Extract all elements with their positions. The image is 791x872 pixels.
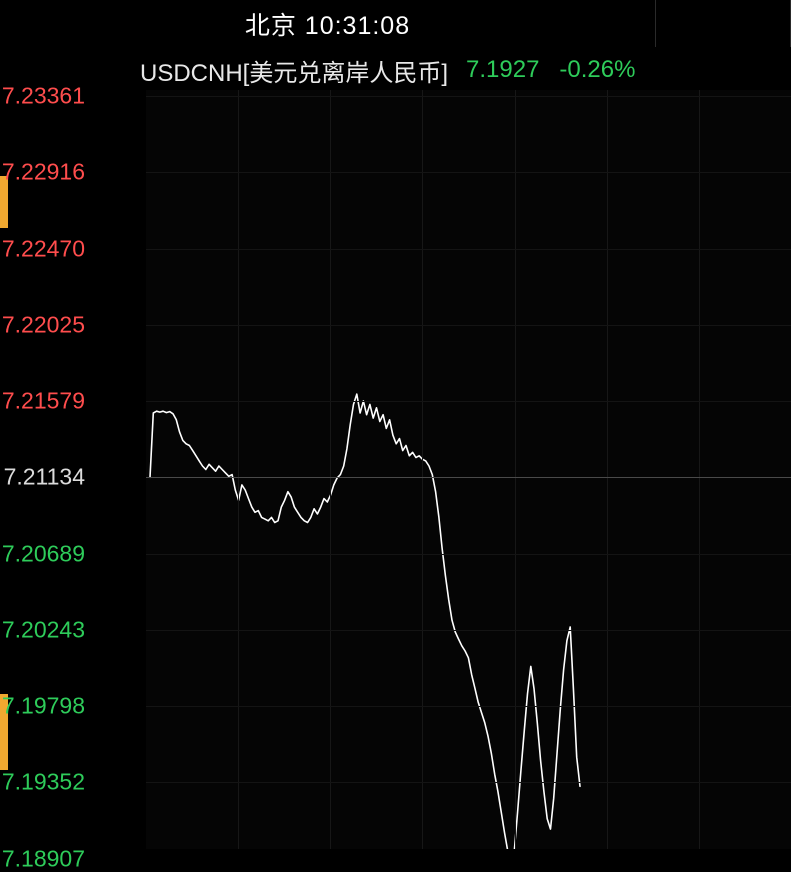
beijing-clock-label: 北京 10:31:08 xyxy=(244,11,411,40)
chart-gridline-horizontal xyxy=(146,172,791,174)
price-line-series xyxy=(149,393,581,849)
chart-gridline-vertical xyxy=(422,90,423,849)
chart-gridline-horizontal xyxy=(146,401,791,403)
chart-gridline-horizontal xyxy=(146,706,791,708)
left-strip-segment xyxy=(0,694,8,770)
instrument-name: USDCNH[美元兑离岸人民币] xyxy=(140,59,449,87)
change-percent: -0.26% xyxy=(559,56,636,83)
y-tick-label: 7.22470 xyxy=(1,235,85,262)
y-tick-label: 7.21134 xyxy=(3,463,85,490)
price-chart-plot xyxy=(146,90,791,849)
chart-gridline-vertical xyxy=(238,90,239,849)
header-bar: 北京 10:31:08 xyxy=(0,0,791,47)
chart-gridline-vertical xyxy=(607,90,608,849)
y-tick-label: 7.20243 xyxy=(1,616,85,643)
instrument-title-row: USDCNH[美元兑离岸人民币] 7.1927 -0.26% xyxy=(140,52,635,88)
chart-gridline-vertical xyxy=(330,90,331,849)
y-tick-label: 7.22025 xyxy=(1,311,85,338)
y-tick-label: 7.23361 xyxy=(1,82,85,109)
chart-gridline-horizontal xyxy=(146,782,791,784)
y-tick-label: 7.21579 xyxy=(1,387,85,414)
y-tick-label: 7.20689 xyxy=(1,540,85,567)
chart-gridline-vertical xyxy=(515,90,516,849)
chart-gridline-horizontal xyxy=(146,96,791,97)
chart-gridline-vertical xyxy=(699,90,700,849)
y-tick-label: 7.19352 xyxy=(1,768,85,795)
previous-close-line xyxy=(146,477,791,479)
chart-gridline-horizontal xyxy=(146,248,791,250)
y-tick-label: 7.19798 xyxy=(1,692,85,719)
y-tick-label: 7.18907 xyxy=(1,845,85,872)
chart-gridline-horizontal xyxy=(146,324,791,326)
chart-gridline-horizontal xyxy=(146,553,791,555)
left-strip-segment xyxy=(0,176,8,228)
chart-gridline-horizontal xyxy=(146,629,791,631)
left-edge-strip xyxy=(0,0,8,849)
last-price: 7.1927 xyxy=(466,56,540,83)
y-tick-label: 7.22916 xyxy=(1,158,85,185)
